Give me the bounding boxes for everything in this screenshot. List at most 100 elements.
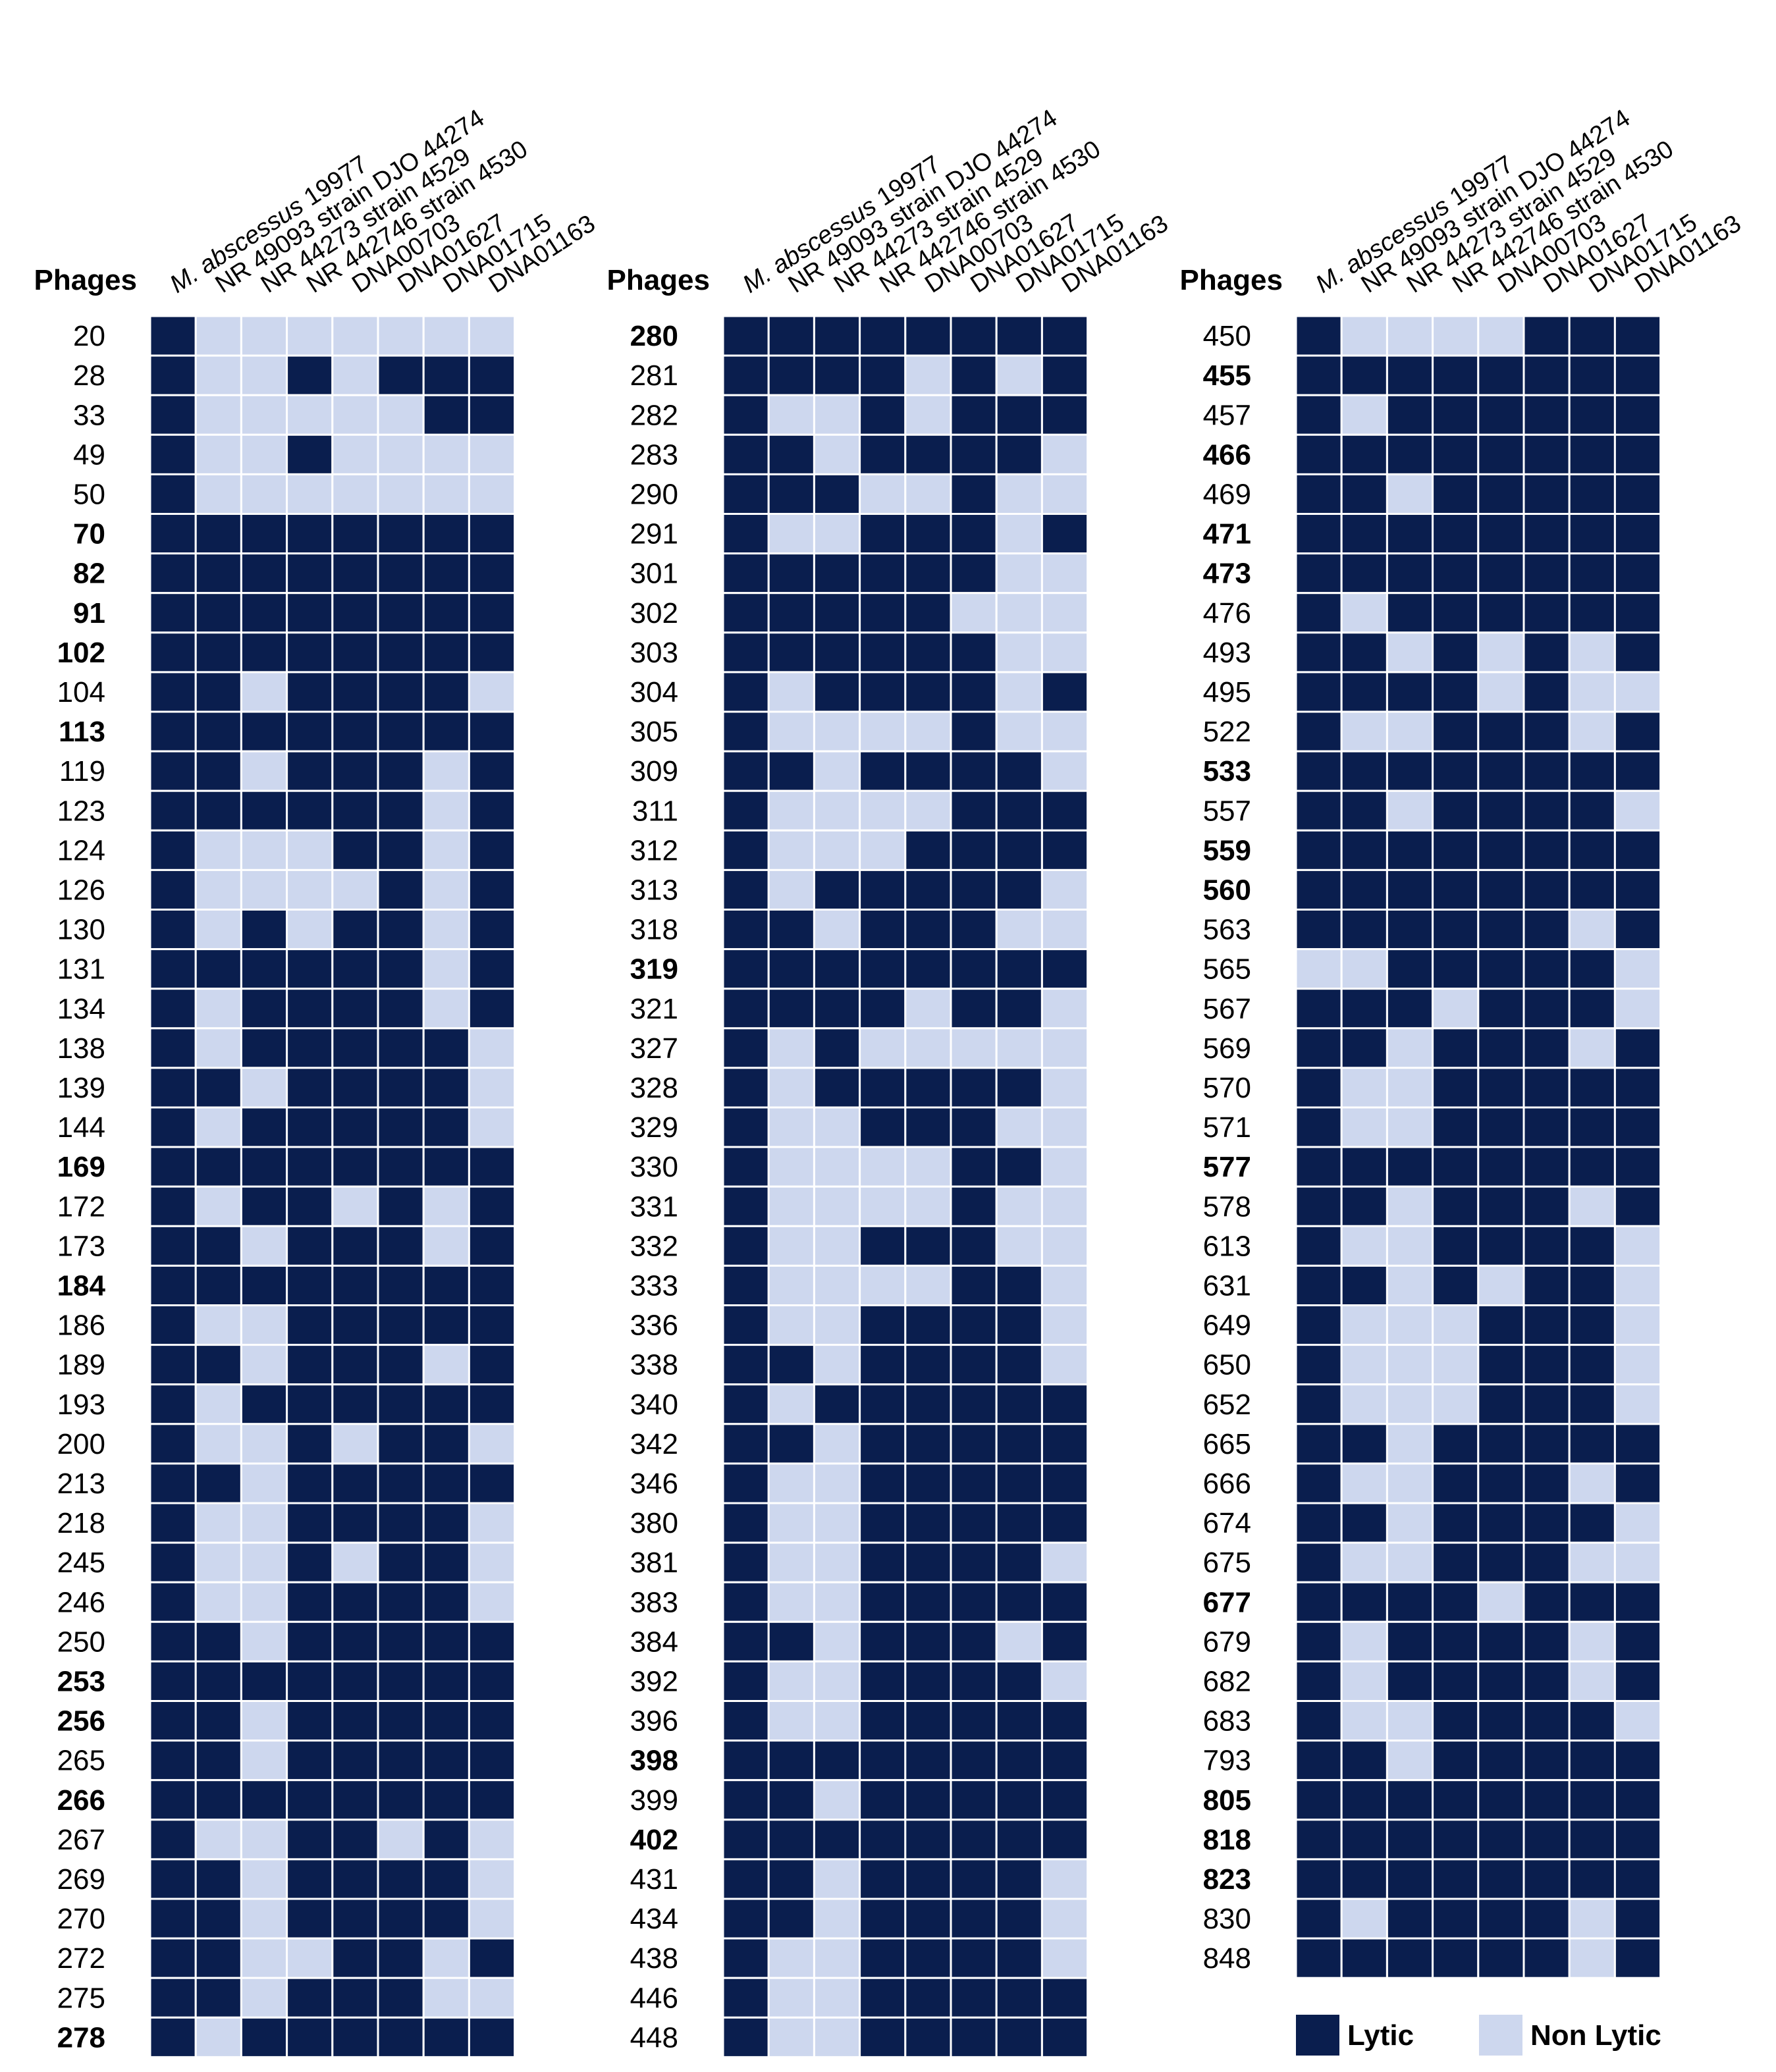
heatmap-cell <box>1432 829 1480 871</box>
heatmap-cell <box>1613 948 1662 990</box>
heatmap-cell <box>286 1779 334 1821</box>
heatmap-cell <box>1386 1264 1434 1307</box>
heatmap-cell <box>331 433 379 475</box>
heatmap-cell <box>722 1106 770 1148</box>
heatmap-cell <box>422 315 470 357</box>
heatmap-cell <box>468 1541 516 1583</box>
heatmap-cell <box>422 948 470 990</box>
heatmap-cell <box>1432 1581 1480 1623</box>
heatmap-cell <box>813 354 861 396</box>
heatmap-cell <box>1613 1898 1662 1940</box>
heatmap-cell <box>1432 750 1480 792</box>
phage-label: 384 <box>630 1626 678 1658</box>
heatmap-cell <box>286 1819 334 1861</box>
heatmap-cell <box>859 354 907 396</box>
heatmap-cell <box>995 1383 1043 1425</box>
heatmap-cell <box>1568 710 1616 753</box>
heatmap-cell <box>722 1819 770 1861</box>
heatmap-cell <box>1386 354 1434 396</box>
heatmap-cell <box>1477 513 1525 555</box>
heatmap-cell <box>1386 473 1434 516</box>
heatmap-cell <box>422 988 470 1030</box>
heatmap-cell <box>859 948 907 990</box>
heatmap-cell <box>149 1581 197 1623</box>
heatmap-cell <box>722 829 770 871</box>
heatmap-cell <box>904 1383 952 1425</box>
heatmap-cell <box>1613 868 1662 911</box>
heatmap-cell <box>468 1898 516 1940</box>
heatmap-cell <box>995 1067 1043 1109</box>
heatmap-cell <box>1386 1700 1434 1742</box>
heatmap-cell <box>286 1898 334 1940</box>
heatmap-cell <box>950 1383 998 1425</box>
heatmap-cell <box>194 909 242 951</box>
phage-label: 649 <box>1203 1310 1251 1342</box>
heatmap-cell <box>1477 1581 1525 1623</box>
heatmap-cell <box>1340 1620 1388 1662</box>
heatmap-cell <box>1568 1383 1616 1425</box>
heatmap-cell <box>813 1977 861 2019</box>
heatmap-cell <box>1386 513 1434 555</box>
heatmap-cell <box>995 909 1043 951</box>
heatmap-cell <box>1522 1700 1571 1742</box>
phage-label: 469 <box>1203 478 1251 510</box>
heatmap-cell <box>1340 1462 1388 1504</box>
heatmap-cell <box>722 909 770 951</box>
heatmap-cell <box>859 1462 907 1504</box>
heatmap-cell <box>149 1225 197 1267</box>
heatmap-cell <box>722 1264 770 1307</box>
heatmap-cell <box>813 433 861 475</box>
heatmap-cell <box>240 909 288 951</box>
phage-label: 650 <box>1203 1349 1251 1381</box>
heatmap-cell <box>1432 592 1480 634</box>
heatmap-cell <box>950 1344 998 1386</box>
heatmap-cell <box>904 473 952 516</box>
heatmap-cell <box>950 1185 998 1227</box>
phage-label: 476 <box>1203 597 1251 629</box>
heatmap-cell <box>1340 1502 1388 1544</box>
heatmap-cell <box>1386 1225 1434 1267</box>
heatmap-cell <box>331 1225 379 1267</box>
phage-label: 471 <box>1203 518 1251 550</box>
heatmap-cell <box>813 829 861 871</box>
heatmap-cell <box>149 948 197 990</box>
heatmap-cell <box>331 552 379 595</box>
heatmap-cell <box>331 1185 379 1227</box>
heatmap-cell <box>240 1898 288 1940</box>
heatmap-cell <box>1477 1383 1525 1425</box>
heatmap-cell <box>950 1660 998 1702</box>
heatmap-cell <box>995 1937 1043 1979</box>
heatmap-cell <box>468 1225 516 1267</box>
heatmap-cell <box>1613 789 1662 832</box>
heatmap-cell <box>331 1937 379 1979</box>
heatmap-cell <box>1040 829 1089 871</box>
heatmap-cell <box>286 631 334 674</box>
heatmap-cell <box>904 1344 952 1386</box>
heatmap-cell <box>859 1779 907 1821</box>
heatmap-cell <box>767 394 815 436</box>
heatmap-cell <box>722 473 770 516</box>
heatmap-cell <box>950 315 998 357</box>
heatmap-cell <box>1295 1264 1343 1307</box>
heatmap-cell <box>1295 1740 1343 1782</box>
heatmap-cell <box>767 1423 815 1465</box>
heatmap-cell <box>422 1700 470 1742</box>
heatmap-cell <box>377 671 425 713</box>
heatmap-cell <box>813 1858 861 1900</box>
heatmap-cell <box>813 1937 861 1979</box>
heatmap-cell <box>331 1660 379 1702</box>
heatmap-cell <box>1477 1819 1525 1861</box>
heatmap-cell <box>813 1225 861 1267</box>
heatmap-cell <box>1522 592 1571 634</box>
heatmap-cell <box>286 1304 334 1346</box>
heatmap-cell <box>859 473 907 516</box>
heatmap-cell <box>422 631 470 674</box>
heatmap-cell <box>149 1106 197 1148</box>
phage-label: 578 <box>1203 1190 1251 1223</box>
heatmap-cell <box>1340 1185 1388 1227</box>
heatmap-cell <box>377 750 425 792</box>
heatmap-cell <box>1340 1146 1388 1188</box>
heatmap-cell <box>1477 1185 1525 1227</box>
heatmap-cell <box>1568 1541 1616 1583</box>
phage-label: 303 <box>630 637 678 669</box>
